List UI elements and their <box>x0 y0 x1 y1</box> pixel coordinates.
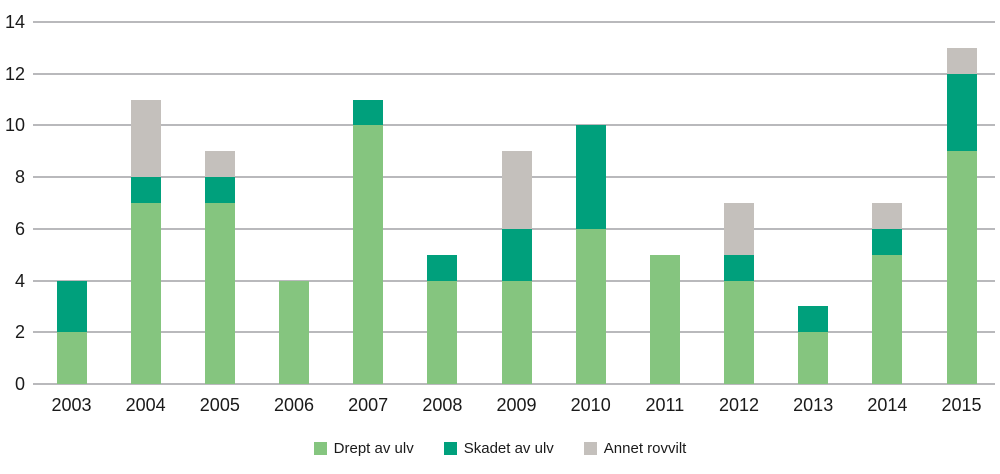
x-axis-label-2009: 2009 <box>496 395 537 415</box>
bar-segment-drept-av-ulv-2006 <box>279 280 309 384</box>
bar-segment-drept-av-ulv-2005 <box>204 203 235 384</box>
x-axis-label-2013: 2013 <box>793 395 834 415</box>
x-axis-label-2010: 2010 <box>570 395 611 415</box>
y-axis-label-8: 8 <box>14 167 25 188</box>
bar-segment-skadet-av-ulv-2003 <box>56 280 87 333</box>
bar-segment-drept-av-ulv-2008 <box>427 280 458 384</box>
y-axis-label-6: 6 <box>14 218 25 239</box>
legend-swatch-annet-rovvilt <box>583 442 597 455</box>
legend-item-drept-av-ulv: Drept av ulv <box>313 440 414 457</box>
x-axis-label-2003: 2003 <box>51 395 92 415</box>
bar-segment-drept-av-ulv-2014 <box>872 254 903 384</box>
x-axis-label-2011: 2011 <box>645 395 685 415</box>
bar-segment-skadet-av-ulv-2009 <box>501 228 532 281</box>
x-axis-label-2007: 2007 <box>348 395 389 415</box>
y-axis-label-2: 2 <box>14 322 25 343</box>
gridline-y-14 <box>33 21 995 23</box>
x-axis-label-2015: 2015 <box>941 395 982 415</box>
bar-segment-skadet-av-ulv-2014 <box>872 228 903 255</box>
bar-segment-skadet-av-ulv-2015 <box>946 73 977 152</box>
legend-swatch-drept-av-ulv <box>313 442 327 455</box>
legend-swatch-skadet-av-ulv <box>443 442 457 455</box>
bar-segment-skadet-av-ulv-2004 <box>130 177 161 203</box>
legend-item-skadet-av-ulv: Skadet av ulv <box>443 440 554 457</box>
bar-segment-annet-rovvilt-2015 <box>946 47 977 74</box>
bar-segment-drept-av-ulv-2007 <box>353 125 384 384</box>
x-axis-label-2006: 2006 <box>273 395 315 415</box>
x-axis-label-2014: 2014 <box>867 395 908 415</box>
y-axis-label-14: 14 <box>4 12 25 32</box>
bar-segment-skadet-av-ulv-2005 <box>204 177 235 203</box>
legend-item-annet-rovvilt: Annet rovvilt <box>583 440 687 457</box>
bar-segment-skadet-av-ulv-2010 <box>575 125 606 229</box>
gridline-y-10 <box>33 124 995 127</box>
x-axis-label-2005: 2005 <box>199 395 240 415</box>
bar-segment-annet-rovvilt-2009 <box>501 151 532 229</box>
legend-label-annet-rovvilt: Annet rovvilt <box>603 440 687 457</box>
bar-segment-drept-av-ulv-2004 <box>130 203 161 384</box>
gridline-y-0 <box>33 383 995 385</box>
bar-segment-drept-av-ulv-2010 <box>575 228 606 384</box>
bar-segment-drept-av-ulv-2009 <box>501 280 532 384</box>
bar-segment-drept-av-ulv-2003 <box>56 332 87 384</box>
y-axis-label-0: 0 <box>14 374 25 394</box>
x-axis-label-2012: 2012 <box>718 395 760 415</box>
bar-segment-skadet-av-ulv-2007 <box>353 99 384 126</box>
bar-segment-annet-rovvilt-2004 <box>130 99 161 178</box>
x-axis-label-2008: 2008 <box>422 395 463 415</box>
bar-segment-annet-rovvilt-2014 <box>872 203 903 229</box>
bar-segment-skadet-av-ulv-2012 <box>724 254 755 281</box>
bar-segment-annet-rovvilt-2012 <box>724 203 755 255</box>
chart-legend: Drept av ulv Skadet av ulv Annet rovvilt <box>0 440 1000 457</box>
legend-label-skadet-av-ulv: Skadet av ulv <box>463 440 554 457</box>
bar-segment-annet-rovvilt-2005 <box>204 151 235 178</box>
bar-segment-drept-av-ulv-2012 <box>724 280 755 384</box>
bar-segment-drept-av-ulv-2013 <box>798 332 829 384</box>
bar-segment-skadet-av-ulv-2008 <box>427 254 458 281</box>
bar-segment-drept-av-ulv-2015 <box>946 151 977 384</box>
bar-segment-skadet-av-ulv-2013 <box>798 306 829 333</box>
x-axis-label-2004: 2004 <box>125 395 166 415</box>
y-axis-label-4: 4 <box>14 270 25 291</box>
bar-segment-drept-av-ulv-2011 <box>649 254 680 384</box>
gridline-y-12 <box>33 72 995 75</box>
y-axis-label-12: 12 <box>4 63 25 84</box>
y-axis-label-10: 10 <box>4 115 25 136</box>
legend-label-drept-av-ulv: Drept av ulv <box>333 440 414 457</box>
